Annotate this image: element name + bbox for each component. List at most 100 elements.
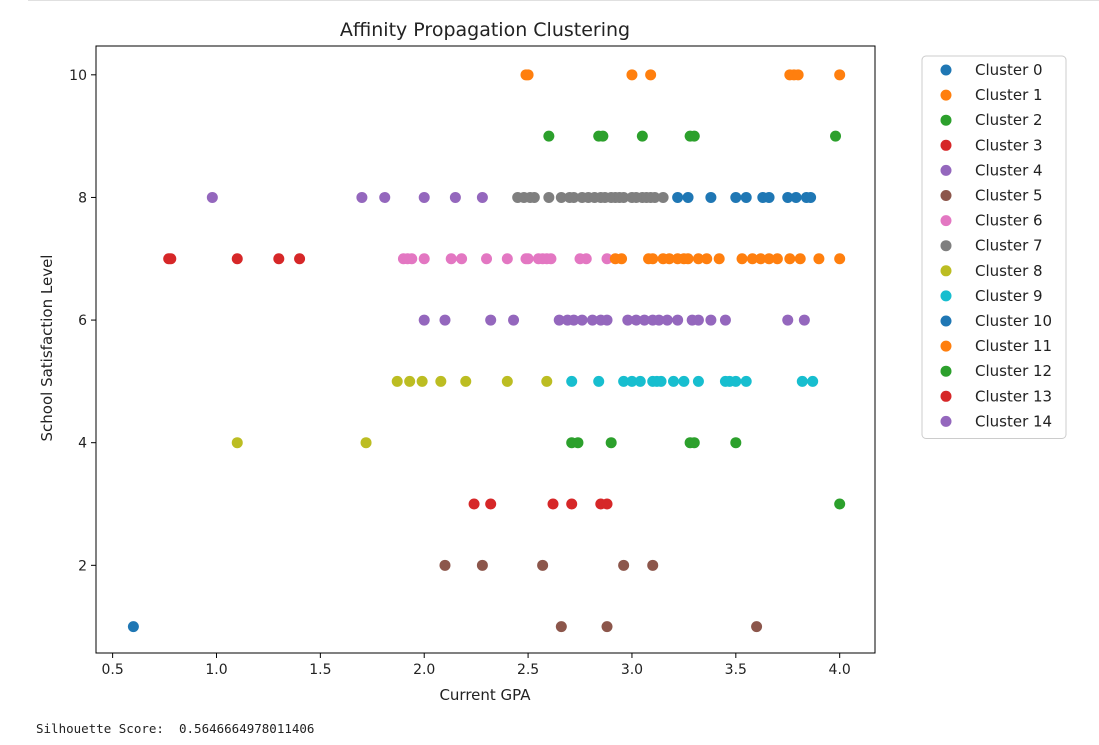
legend-label: Cluster 12 [975, 362, 1052, 380]
data-point-cluster-6 [481, 253, 493, 265]
data-point-cluster-6 [501, 253, 513, 265]
legend-marker [940, 365, 952, 377]
data-point-cluster-11 [701, 253, 713, 265]
legend-marker [940, 340, 952, 352]
data-point-cluster-7 [555, 191, 567, 203]
x-tick-label: 4.0 [829, 662, 851, 678]
data-point-cluster-11 [784, 253, 796, 265]
data-point-cluster-2 [688, 130, 700, 142]
data-point-cluster-10 [790, 191, 802, 203]
silhouette-output: Silhouette Score: 0.5646664978011406 [36, 721, 314, 736]
silhouette-value: 0.5646664978011406 [179, 721, 315, 736]
data-point-cluster-8 [231, 437, 243, 449]
y-tick-label: 2 [78, 558, 87, 574]
data-point-cluster-14 [705, 314, 717, 326]
data-point-cluster-5 [537, 559, 549, 571]
data-point-cluster-8 [435, 375, 447, 387]
data-point-cluster-9 [807, 375, 819, 387]
x-tick-label: 2.5 [517, 662, 539, 678]
data-point-cluster-9 [740, 375, 752, 387]
data-point-cluster-14 [638, 314, 650, 326]
chart-title: Affinity Propagation Clustering [340, 19, 630, 41]
legend-label: Cluster 0 [975, 61, 1043, 79]
legend-marker [940, 415, 952, 427]
data-point-cluster-11 [813, 253, 825, 265]
legend-marker [940, 89, 952, 101]
data-point-cluster-14 [622, 314, 634, 326]
data-point-cluster-12 [834, 498, 846, 510]
legend-label: Cluster 11 [975, 337, 1052, 355]
data-point-cluster-3 [231, 253, 243, 265]
data-point-cluster-14 [439, 314, 451, 326]
data-point-cluster-5 [439, 559, 451, 571]
x-tick-label: 0.5 [101, 662, 123, 678]
data-point-cluster-2 [636, 130, 648, 142]
data-point-cluster-11 [616, 253, 628, 265]
y-tick-label: 8 [78, 190, 87, 206]
data-point-cluster-6 [601, 253, 613, 265]
data-point-cluster-12 [572, 437, 584, 449]
data-point-cluster-11 [771, 253, 783, 265]
data-point-cluster-14 [719, 314, 731, 326]
data-point-cluster-1 [522, 69, 534, 81]
legend-label: Cluster 5 [975, 187, 1043, 205]
data-point-cluster-14 [692, 314, 704, 326]
data-point-cluster-2 [543, 130, 555, 142]
data-point-cluster-14 [568, 314, 580, 326]
data-point-cluster-3 [273, 253, 285, 265]
data-point-cluster-9 [655, 375, 667, 387]
legend-marker [940, 215, 952, 227]
y-tick-label: 4 [78, 436, 87, 452]
legend-marker [940, 114, 952, 126]
data-point-cluster-7 [543, 191, 555, 203]
data-point-cluster-7 [568, 191, 580, 203]
legend-box [921, 55, 1067, 439]
y-axis-label: School Satisfaction Level [38, 255, 56, 442]
legend-label: Cluster 10 [975, 312, 1052, 330]
data-point-cluster-10 [682, 191, 694, 203]
data-point-cluster-5 [647, 559, 659, 571]
data-point-cluster-6 [545, 253, 557, 265]
data-point-cluster-14 [508, 314, 520, 326]
data-point-cluster-4 [206, 191, 218, 203]
legend-marker [940, 240, 952, 252]
data-points [127, 69, 846, 633]
data-point-cluster-14 [485, 314, 497, 326]
data-point-cluster-4 [449, 191, 461, 203]
data-point-cluster-10 [730, 191, 742, 203]
data-point-cluster-5 [618, 559, 630, 571]
data-point-cluster-13 [601, 498, 613, 510]
legend-marker [940, 190, 952, 201]
data-point-cluster-4 [418, 191, 430, 203]
data-point-cluster-9 [667, 375, 679, 387]
data-point-cluster-0 [127, 621, 139, 633]
data-point-cluster-9 [593, 375, 605, 387]
legend-marker [940, 265, 952, 277]
data-point-cluster-7 [649, 191, 661, 203]
data-point-cluster-9 [566, 375, 578, 387]
data-point-cluster-1 [626, 69, 638, 81]
data-point-cluster-11 [746, 253, 758, 265]
legend-label: Cluster 14 [975, 412, 1052, 430]
x-tick-label: 3.5 [725, 662, 747, 678]
data-point-cluster-14 [672, 314, 684, 326]
legend-label: Cluster 8 [975, 262, 1043, 280]
x-tick-label: 1.5 [309, 662, 331, 678]
silhouette-label: Silhouette Score: [36, 721, 164, 736]
data-point-cluster-8 [460, 375, 472, 387]
cell-top-border [28, 0, 1099, 1]
data-point-cluster-1 [792, 69, 804, 81]
data-point-cluster-12 [688, 437, 700, 449]
x-tick-label: 2.0 [413, 662, 435, 678]
data-point-cluster-11 [713, 253, 725, 265]
data-point-cluster-9 [678, 375, 690, 387]
y-tick-label: 10 [69, 68, 87, 84]
data-point-cluster-14 [576, 314, 588, 326]
data-point-cluster-10 [672, 191, 684, 203]
data-point-cluster-5 [476, 559, 488, 571]
data-point-cluster-1 [645, 69, 657, 81]
scatter-chart: Affinity Propagation Clustering 0.5 1.0 1.… [38, 19, 1067, 704]
data-point-cluster-13 [566, 498, 578, 510]
legend-label: Cluster 1 [975, 86, 1043, 104]
data-point-cluster-4 [476, 191, 488, 203]
